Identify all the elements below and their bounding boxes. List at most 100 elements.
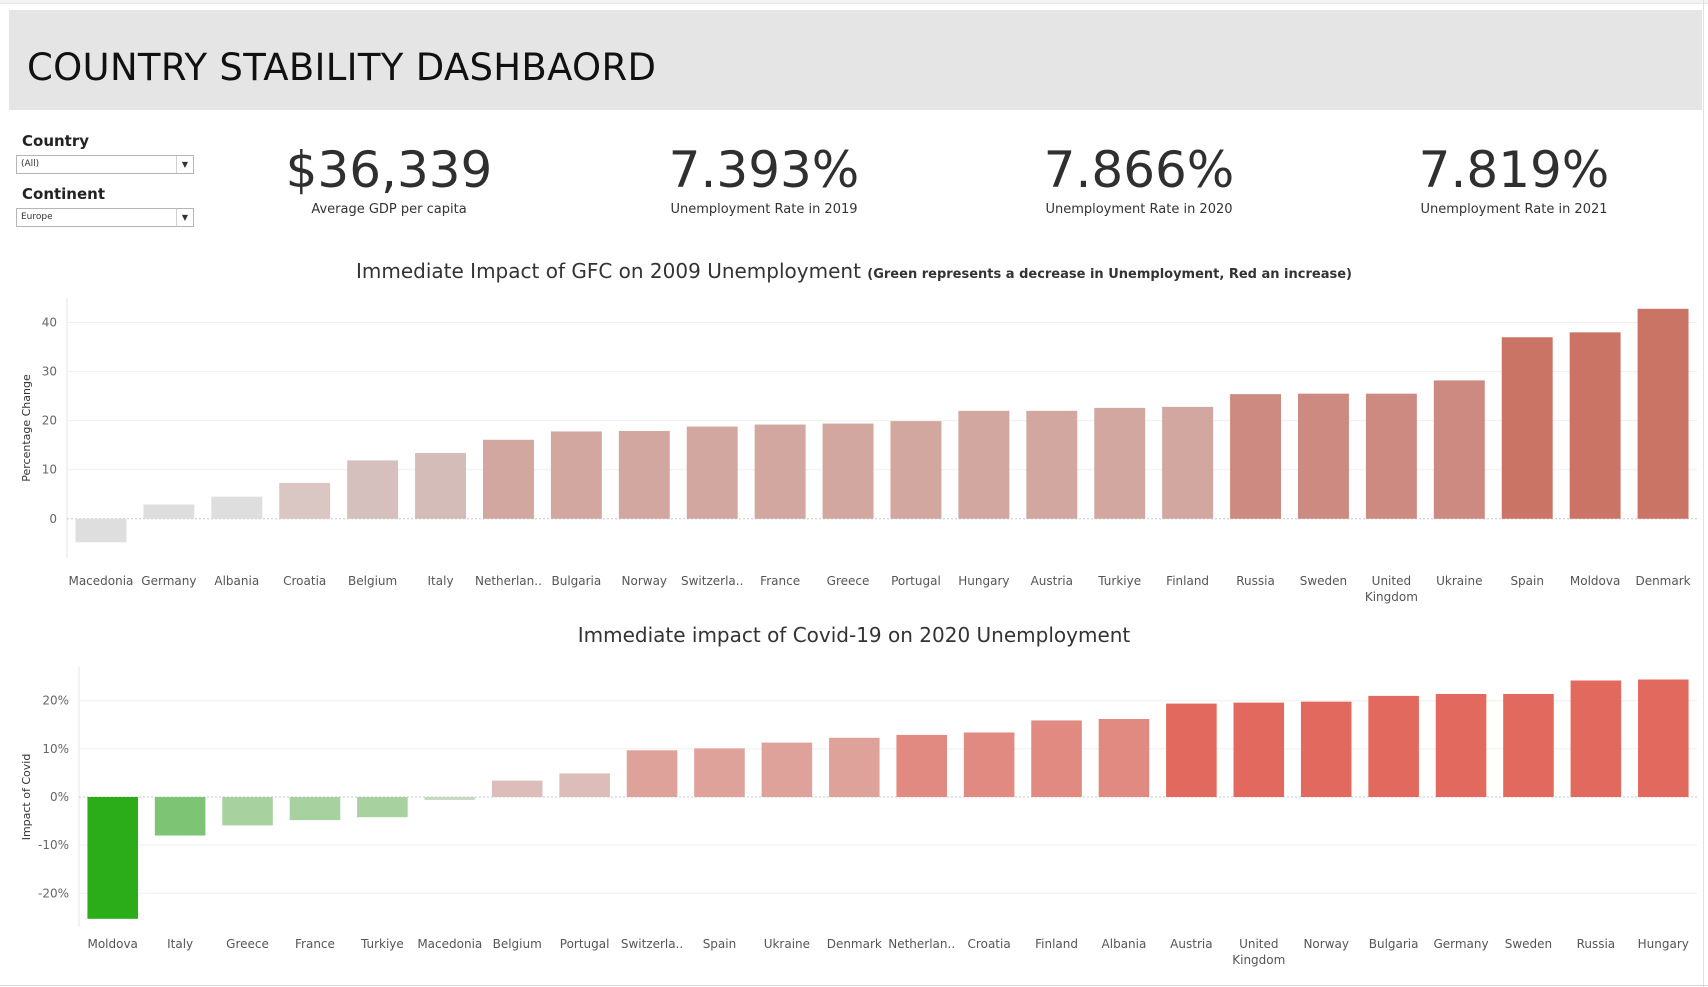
bar[interactable] [211,496,263,519]
bar[interactable] [1637,308,1689,519]
bar[interactable] [1031,720,1082,797]
x-tick-label-line: Belgium [493,937,542,951]
bar[interactable] [626,750,678,797]
x-tick-label: Albania [1102,937,1147,951]
bar[interactable] [1300,701,1352,797]
bar[interactable] [1365,393,1417,519]
bar[interactable] [550,431,602,519]
bar[interactable] [1433,380,1485,519]
bar[interactable] [686,426,738,519]
continent-dropdown-value: Europe [21,212,53,222]
x-tick-label-line: Finland [1166,574,1209,588]
x-tick-label-line: Sweden [1300,574,1347,588]
bar[interactable] [87,797,138,919]
bar[interactable] [1435,693,1487,797]
x-tick-label-line: Macedonia [68,574,133,588]
bar[interactable] [1233,702,1285,797]
bar[interactable] [222,797,273,826]
x-tick-label-line: Russia [1577,937,1616,951]
x-tick-label-line: Turkiye [360,937,404,951]
country-dropdown[interactable]: (All) ▼ [16,155,194,174]
bar[interactable] [1368,695,1419,797]
bar[interactable] [1569,332,1621,519]
bar[interactable] [1094,407,1146,519]
bar[interactable] [491,780,543,797]
bar[interactable] [958,410,1010,519]
bar[interactable] [1230,394,1282,519]
bar[interactable] [1297,393,1349,519]
x-tick-label: Moldova [87,937,137,951]
x-tick-label-line: Switzerla.. [621,937,683,951]
x-tick-label: Croatia [283,574,326,588]
continent-filter[interactable]: Continent Europe ▼ [16,185,194,227]
bar[interactable] [1166,703,1217,797]
x-tick-label: Finland [1166,574,1209,588]
bar[interactable] [559,773,610,797]
x-tick-label: Spain [703,937,737,951]
bar[interactable] [1638,679,1689,797]
x-tick-label-line: Spain [1510,574,1544,588]
y-tick-label: 0% [50,790,69,804]
bar[interactable] [694,748,745,797]
x-tick-label-line: Denmark [827,937,882,951]
bar[interactable] [761,742,813,797]
bar[interactable] [1098,719,1150,797]
y-tick-label: -10% [38,838,69,852]
bar[interactable] [289,797,341,821]
x-tick-label-line: Portugal [891,574,941,588]
bar[interactable] [618,430,670,519]
bar[interactable] [1501,337,1553,519]
bar[interactable] [415,453,467,519]
bar[interactable] [1570,680,1622,797]
bar[interactable] [482,439,534,519]
x-tick-label: Bulgaria [1369,937,1419,951]
x-tick-label: Moldova [1570,574,1620,588]
x-tick-label: Ukraine [764,937,810,951]
x-tick-label: France [295,937,335,951]
kpi-label: Average GDP per capita [311,202,467,217]
bar[interactable] [890,421,942,519]
x-tick-label-line: France [760,574,800,588]
y-tick-label: 0 [49,512,57,526]
bar[interactable] [1503,693,1554,797]
chevron-down-icon[interactable]: ▼ [176,156,193,173]
x-tick-label: Macedonia [417,937,482,951]
bar[interactable] [279,482,331,519]
bar[interactable] [347,460,399,519]
header-banner: COUNTRY STABILITY DASHBAORD [9,10,1702,110]
bar[interactable] [143,504,195,519]
gfc-unemployment-chart: 0 10 20 30 40 Percentage Change Macedonia Germa… [20,298,1697,604]
bar[interactable] [357,797,408,818]
bar[interactable] [75,518,127,543]
kpi-value: 7.819% [1418,141,1610,199]
x-tick-label: Turkiye [1097,574,1141,588]
bar[interactable] [829,737,880,797]
x-tick-label: Belgium [493,937,542,951]
continent-dropdown[interactable]: Europe ▼ [16,208,194,227]
bar[interactable] [896,734,947,797]
x-tick-label: Sweden [1505,937,1552,951]
country-filter[interactable]: Country (All) ▼ [16,132,194,174]
x-tick-label: Switzerla.. [621,937,683,951]
x-tick-label-line: Hungary [958,574,1009,588]
x-tick-label: Italy [428,574,454,588]
x-tick-label-line: France [295,937,335,951]
x-tick-label: Sweden [1300,574,1347,588]
kpi-label: Unemployment Rate in 2019 [670,202,858,217]
bar[interactable] [424,797,476,800]
x-tick-label-line: Moldova [87,937,137,951]
chevron-down-icon[interactable]: ▼ [176,209,193,226]
top-strip [0,0,1708,4]
bar[interactable] [1162,406,1214,519]
bar[interactable] [822,423,874,519]
bar[interactable] [1026,410,1078,519]
x-tick-label-line: Ukraine [764,937,810,951]
x-tick-label: Hungary [1638,937,1689,951]
x-tick-label-line: Germany [1433,937,1488,951]
covid-chart-title: Immediate impact of Covid-19 on 2020 Une… [0,623,1708,647]
bar[interactable] [963,732,1015,797]
x-tick-label: Netherlan.. [475,574,542,588]
y-tick-label: 10% [42,742,69,756]
bar[interactable] [754,424,806,519]
bar[interactable] [154,797,206,836]
